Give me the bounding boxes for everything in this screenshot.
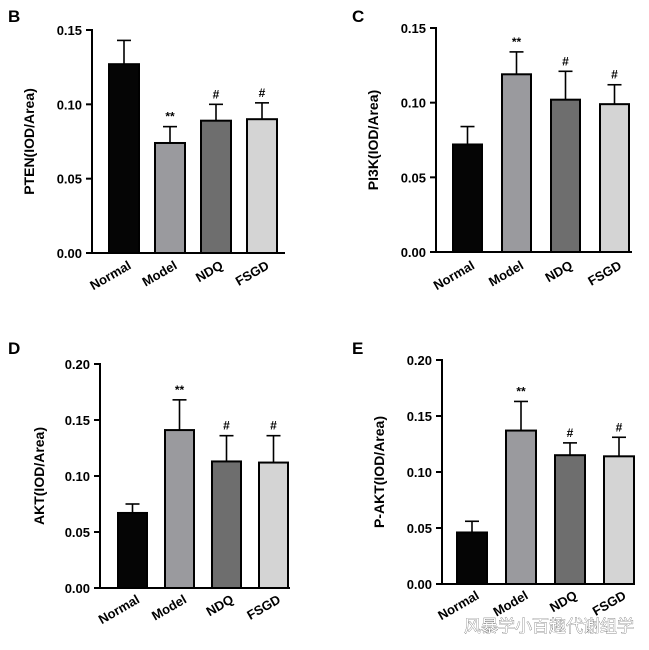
category-label-ndq: NDQ: [547, 588, 580, 615]
y-tick-label: 0.10: [57, 97, 82, 112]
significance-label: **: [165, 110, 175, 124]
y-tick-label: 0.05: [407, 521, 432, 536]
bar-fsgd: [246, 118, 278, 254]
significance-label: #: [270, 419, 277, 433]
panel-letter: E: [352, 339, 363, 358]
bar-ndq: [550, 98, 581, 254]
watermark-text: 风暴学小百趣代谢组学: [464, 617, 634, 637]
category-label-normal: Normal: [431, 258, 477, 293]
bar-fsgd: [603, 455, 635, 586]
y-tick-label: 0.20: [407, 353, 432, 368]
bar-model: [501, 73, 532, 253]
significance-label: #: [213, 87, 220, 101]
bar-ndq: [554, 454, 586, 586]
y-tick-label: 0.00: [57, 246, 82, 261]
bar-model: [164, 429, 195, 589]
bar-model: [505, 429, 537, 585]
y-tick-label: 0.05: [57, 172, 82, 187]
category-label-model: Model: [149, 592, 189, 624]
category-label-fsgd: FSGD: [244, 592, 283, 623]
category-label-model: Model: [139, 258, 179, 290]
panel-letter: B: [8, 7, 20, 26]
panel-d: D 0.00 0.05 0.10 0.15 0.20 AKT(IOD/Area) Normal…: [8, 339, 290, 627]
significance-label: #: [223, 419, 230, 433]
y-axis-label: P-AKT(IOD/Area): [371, 416, 387, 528]
significance-label: #: [616, 420, 623, 434]
y-axis-label: AKT(IOD/Area): [31, 427, 47, 525]
y-tick-label: 0.10: [401, 96, 426, 111]
bar-model: [154, 141, 186, 254]
significance-label: #: [259, 86, 266, 100]
category-label-fsgd: FSGD: [585, 258, 624, 289]
panel-letter: C: [352, 7, 364, 26]
y-tick-label: 0.15: [65, 413, 90, 428]
y-tick-label: 0.15: [407, 409, 432, 424]
bar-ndq: [200, 119, 232, 255]
significance-label: #: [611, 68, 618, 82]
y-tick-label: 0.10: [65, 469, 90, 484]
significance-label: **: [175, 383, 185, 397]
bar-normal: [452, 143, 483, 253]
panel-b: B 0.00 0.05 0.10 0.15 PTEN(IOD/Area) Normal ** M…: [8, 7, 285, 293]
category-label-model: Model: [486, 258, 526, 290]
category-label-fsgd: FSGD: [233, 258, 272, 289]
bar-ndq: [211, 460, 242, 589]
category-label-normal: Normal: [96, 592, 142, 627]
significance-label: **: [516, 384, 526, 398]
category-label-normal: Normal: [87, 258, 133, 293]
y-tick-label: 0.00: [65, 581, 90, 596]
category-label-ndq: NDQ: [542, 258, 575, 285]
significance-label: **: [512, 35, 522, 49]
bar-normal: [108, 63, 140, 255]
panel-e: E0.000.050.100.150.20P-AKT(IOD/Area)Norm…: [352, 339, 635, 623]
category-label-ndq: NDQ: [193, 258, 226, 285]
y-tick-label: 0.00: [407, 577, 432, 592]
significance-label: #: [567, 426, 574, 440]
y-tick-label: 0.15: [401, 21, 426, 36]
category-label-model: Model: [490, 588, 530, 620]
bar-normal: [117, 511, 148, 590]
bar-fsgd: [258, 461, 289, 589]
panel-letter: D: [8, 339, 20, 358]
y-axis-label: PTEN(IOD/Area): [21, 88, 37, 195]
significance-label: #: [562, 54, 569, 68]
y-tick-label: 0.05: [401, 170, 426, 185]
bar-fsgd: [599, 103, 630, 253]
panel-c: C 0.00 0.05 0.10 0.15 PI3K(IOD/Area) Normal ** M…: [352, 7, 632, 293]
bar-normal: [456, 531, 488, 585]
y-axis-label: PI3K(IOD/Area): [365, 90, 381, 190]
y-tick-label: 0.00: [401, 245, 426, 260]
category-label-ndq: NDQ: [203, 592, 236, 619]
y-tick-label: 0.10: [407, 465, 432, 480]
y-tick-label: 0.05: [65, 525, 90, 540]
y-tick-label: 0.15: [57, 23, 82, 38]
category-label-fsgd: FSGD: [590, 588, 629, 619]
y-tick-label: 0.20: [65, 357, 90, 372]
